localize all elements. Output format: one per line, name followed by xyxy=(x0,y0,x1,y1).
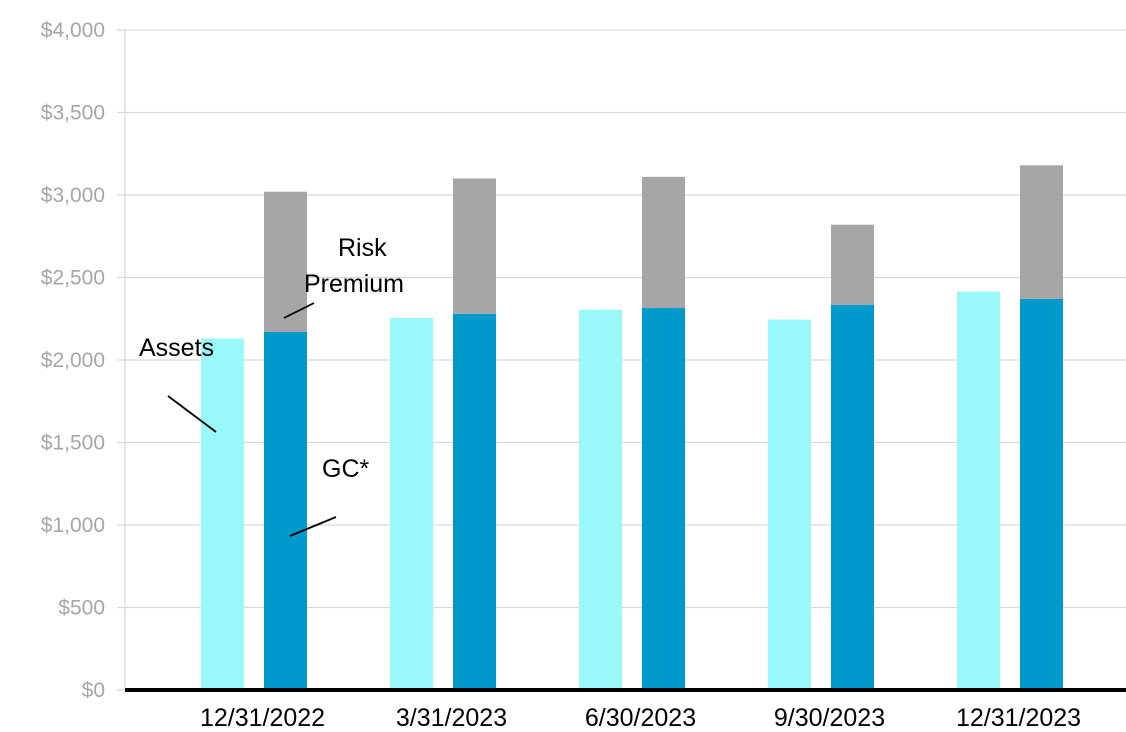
bar-gc xyxy=(453,313,496,690)
bar-risk-premium xyxy=(642,176,685,309)
bar-gc xyxy=(642,308,685,690)
y-tick-label: $4,000 xyxy=(41,19,105,42)
bar-assets xyxy=(768,319,811,690)
bar-risk-premium xyxy=(1020,165,1063,299)
bar-assets xyxy=(390,317,433,690)
y-tick-label: $3,000 xyxy=(41,184,105,207)
bar-gc xyxy=(264,331,307,690)
y-tick-label: $2,500 xyxy=(41,267,105,290)
x-tick-label: 6/30/2023 xyxy=(585,704,696,732)
y-tick-label: $0 xyxy=(82,679,105,702)
y-tick-label: $3,500 xyxy=(41,102,105,125)
bar-assets xyxy=(957,291,1000,690)
bar-assets xyxy=(201,338,244,690)
y-tick-label: $2,000 xyxy=(41,349,105,372)
bar-assets xyxy=(579,309,622,690)
x-tick-label: 12/31/2022 xyxy=(200,704,325,732)
bars xyxy=(201,165,1063,690)
annotation-gc: GC* xyxy=(322,455,370,483)
annotation-risk-line2: Premium xyxy=(304,270,404,298)
annotation-assets: Assets xyxy=(139,334,214,362)
annotations: Assets GC* Risk Premium xyxy=(139,234,404,537)
x-axis-tick-labels: 12/31/2022 3/31/2023 6/30/2023 9/30/2023 12/… xyxy=(200,704,1081,732)
y-tick-label: $500 xyxy=(58,597,105,620)
bar-gc xyxy=(831,304,874,690)
bar-gc xyxy=(1020,298,1063,690)
bar-risk-premium xyxy=(831,224,874,305)
annotation-assets-leader xyxy=(167,395,217,433)
bar-risk-premium xyxy=(453,178,496,314)
y-axis-tick-labels: $0 $500 $1,000 $1,500 $2,000 $2,500 $3,000 $3,5… xyxy=(41,19,105,702)
axes xyxy=(124,30,1126,692)
bar-risk-premium xyxy=(264,191,307,332)
x-tick-label: 3/31/2023 xyxy=(396,704,507,732)
annotation-risk-line1: Risk xyxy=(338,234,387,262)
x-tick-label: 12/31/2023 xyxy=(956,704,1081,732)
y-tick-label: $1,000 xyxy=(41,514,105,537)
y-tick-label: $1,500 xyxy=(41,432,105,455)
x-tick-label: 9/30/2023 xyxy=(774,704,885,732)
annotation-risk-leader xyxy=(283,302,315,319)
annotation-gc-leader xyxy=(289,516,337,537)
